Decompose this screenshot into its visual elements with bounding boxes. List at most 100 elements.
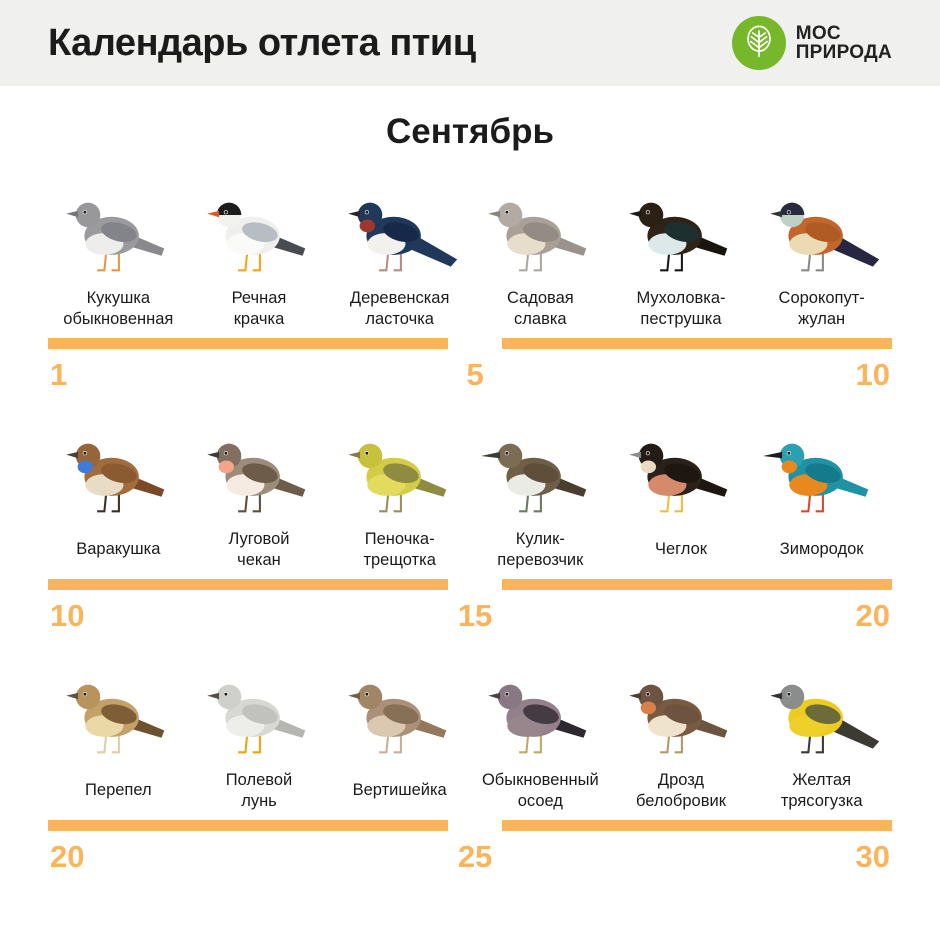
bird-redwing xyxy=(622,654,740,764)
bird-label-line: Обыкновенный xyxy=(481,770,599,789)
timeline-date-end: 20 xyxy=(855,598,890,633)
bird-cell-honey-buzzard: Обыкновенный осоед xyxy=(470,654,611,813)
bird-cell-hen-harrier: Полевой лунь xyxy=(189,654,330,813)
bird-label-line: лунь xyxy=(241,792,277,810)
logo-line2: ПРИРОДА xyxy=(795,42,892,63)
honey-buzzard-icon xyxy=(488,684,587,754)
bird-cell-bluethroat: Варакушка xyxy=(48,413,189,572)
bird-label-line: Луговой xyxy=(228,529,290,548)
bird-grid-row-1: Кукушка обыкновенная Речная крачка Деревенск… xyxy=(48,172,892,331)
bird-label-honey-buzzard: Обыкновенный осоед xyxy=(482,769,599,813)
kingfisher-icon xyxy=(762,443,868,513)
calendar-row-1: Кукушка обыкновенная Речная крачка Деревенск… xyxy=(48,172,892,397)
bird-label-hen-harrier: Полевой лунь xyxy=(226,769,292,813)
red-backed-shrike-icon xyxy=(769,202,879,272)
timeline-segment-right xyxy=(502,338,892,349)
bird-label-line: пеструшка xyxy=(640,310,722,328)
bird-label-common-sandpiper: Кулик-перевозчик xyxy=(497,528,583,572)
bird-label-barn-swallow: Деревенская ласточка xyxy=(350,287,450,331)
bird-garden-warbler xyxy=(481,172,599,282)
bird-cell-red-backed-shrike: Сорокопут-жулан xyxy=(751,172,892,331)
timeline-date-mid: 15 xyxy=(457,598,493,633)
bird-quail xyxy=(59,654,177,764)
timeline-date-end: 10 xyxy=(855,357,890,392)
bird-label-line: Деревенская xyxy=(349,288,450,307)
timeline-segment-left xyxy=(48,579,449,590)
bird-label-line: Речная xyxy=(231,288,287,307)
bird-label-line: Желтая xyxy=(792,770,852,789)
tree-icon xyxy=(746,25,771,58)
whinchat-icon xyxy=(207,443,306,513)
bird-label-line: Кукушка xyxy=(86,288,151,307)
bird-label-yellow-wagtail: Желтая трясогузка xyxy=(781,769,863,813)
cuckoo-icon xyxy=(66,202,165,272)
bird-label-redwing: Дрозд белобровик xyxy=(636,769,726,813)
bird-label-whinchat: Луговой чекан xyxy=(228,528,289,572)
timeline-numbers-1: 1 5 10 xyxy=(48,357,892,397)
bird-label-wood-warbler: Пеночка-трещотка xyxy=(363,528,435,572)
bird-cell-wryneck: Вертишейка xyxy=(329,654,470,813)
mospriroda-logo: МОС ПРИРОДА xyxy=(731,16,892,70)
bird-label-line: перевозчик xyxy=(497,551,584,569)
bird-label-line: славка xyxy=(514,310,567,328)
timeline-date-mid: 25 xyxy=(457,839,493,874)
header: Календарь отлета птиц МОС ПРИРОДА xyxy=(0,0,940,86)
bird-label-line: Дрозд xyxy=(657,770,705,789)
wood-warbler-icon xyxy=(347,443,446,513)
bird-label-kingfisher: Зимородок xyxy=(780,528,864,572)
pied-flycatcher-icon xyxy=(629,202,728,272)
bird-honey-buzzard xyxy=(481,654,599,764)
timeline-date-start: 20 xyxy=(50,839,85,874)
bird-label-line: осоед xyxy=(517,792,563,810)
bird-cell-redwing: Дрозд белобровик xyxy=(611,654,752,813)
bird-label-wryneck: Вертишейка xyxy=(353,769,447,813)
bird-wood-warbler xyxy=(341,413,459,523)
timeline-segment-right xyxy=(502,579,892,590)
bird-red-backed-shrike xyxy=(763,172,881,282)
bird-label-line: чекан xyxy=(237,551,281,569)
timeline-date-start: 1 xyxy=(50,357,68,392)
bird-cell-wood-warbler: Пеночка-трещотка xyxy=(329,413,470,572)
bird-label-line: Полевой xyxy=(225,770,293,789)
bird-label-line: Чеглок xyxy=(654,540,708,559)
calendar-row-3: Перепел Полевой лунь Вертишейка Обыкновенный… xyxy=(48,654,892,879)
bluethroat-icon xyxy=(66,443,165,513)
bird-kingfisher xyxy=(762,413,881,523)
bird-common-sandpiper xyxy=(481,413,599,523)
logo-circle xyxy=(731,16,786,70)
bird-yellow-wagtail xyxy=(763,654,881,764)
bird-hen-harrier xyxy=(200,654,318,764)
bird-label-line: Зимородок xyxy=(779,540,864,559)
bird-grid-row-3: Перепел Полевой лунь Вертишейка Обыкновенный… xyxy=(48,654,892,813)
bird-cell-whinchat: Луговой чекан xyxy=(189,413,330,572)
bird-label-bluethroat: Варакушка xyxy=(76,528,160,572)
common-tern-icon xyxy=(207,202,306,272)
bird-barn-swallow xyxy=(341,172,459,282)
quail-icon xyxy=(66,684,165,754)
bird-cell-pied-flycatcher: Мухоловка-пеструшка xyxy=(611,172,752,331)
hobby-icon xyxy=(629,443,728,513)
bird-cell-common-tern: Речная крачка xyxy=(189,172,330,331)
timeline-numbers-3: 20 25 30 xyxy=(48,839,892,879)
common-sandpiper-icon xyxy=(481,443,587,513)
bird-cell-kingfisher: Зимородок xyxy=(751,413,892,572)
timeline-date-start: 10 xyxy=(50,598,85,633)
bird-label-line: Сорокопут- xyxy=(778,288,865,307)
timeline-bar-3 xyxy=(48,820,892,831)
bird-label-quail: Перепел xyxy=(85,769,152,813)
bird-label-line: трясогузка xyxy=(780,792,863,810)
bird-label-line: ласточка xyxy=(365,310,434,328)
bird-label-line: крачка xyxy=(233,310,285,328)
redwing-icon xyxy=(629,684,728,754)
timeline-date-end: 30 xyxy=(855,839,890,874)
timeline-numbers-2: 10 15 20 xyxy=(48,598,892,638)
timeline-segment-left xyxy=(48,820,449,831)
yellow-wagtail-icon xyxy=(769,684,879,754)
calendar-rows: Кукушка обыкновенная Речная крачка Деревенск… xyxy=(0,172,940,905)
bird-cell-yellow-wagtail: Желтая трясогузка xyxy=(751,654,892,813)
bird-label-line: обыкновенная xyxy=(63,310,174,328)
timeline-bar-1 xyxy=(48,338,892,349)
bird-hobby xyxy=(622,413,740,523)
bird-label-cuckoo: Кукушка обыкновенная xyxy=(63,287,173,331)
bird-label-red-backed-shrike: Сорокопут-жулан xyxy=(779,287,865,331)
